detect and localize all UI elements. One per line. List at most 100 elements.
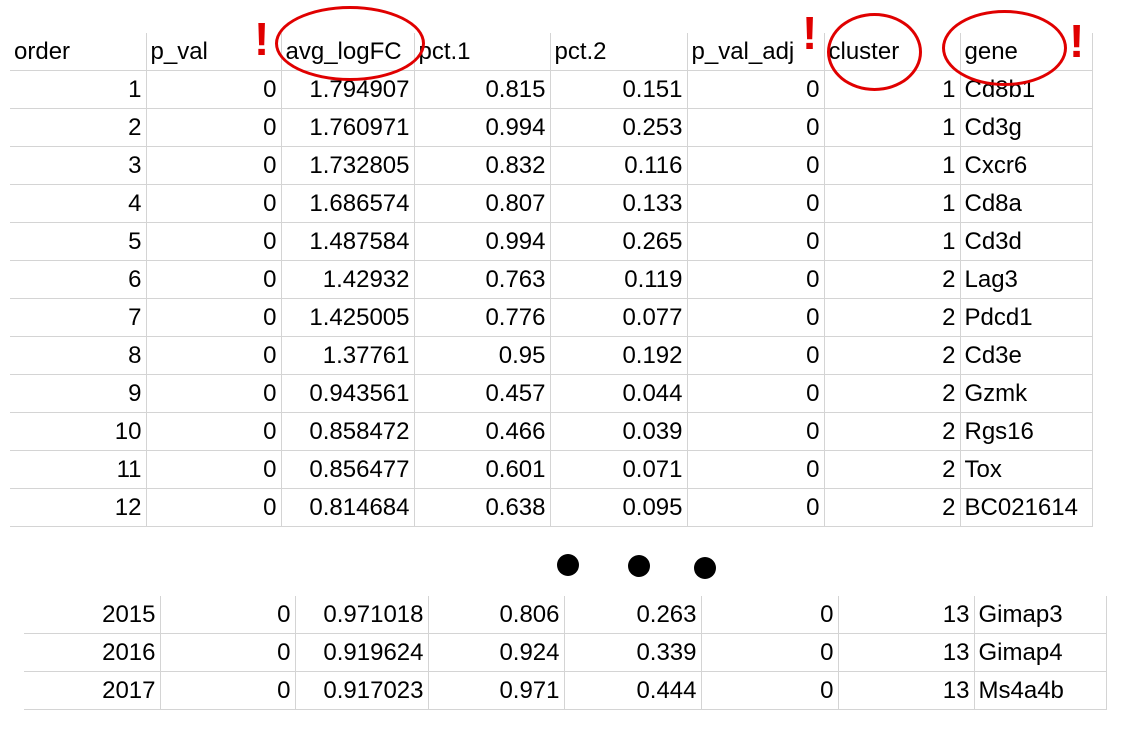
cell-order[interactable]: 4 (10, 184, 147, 223)
cell-p-val[interactable]: 0 (146, 488, 282, 527)
cell-cluster[interactable]: 2 (824, 298, 961, 337)
cell-pct-2[interactable]: 0.116 (550, 146, 688, 185)
cell-p-val[interactable]: 0 (146, 70, 282, 109)
cell-gene[interactable]: Gimap3 (974, 596, 1107, 634)
cell-p-val[interactable]: 0 (160, 671, 296, 710)
cell-avg-logfc[interactable]: 1.42932 (281, 260, 415, 299)
cell-order[interactable]: 2017 (24, 671, 161, 710)
cell-cluster[interactable]: 13 (838, 596, 975, 634)
cell-pct-2[interactable]: 0.339 (564, 633, 702, 672)
cell-cluster[interactable]: 2 (824, 412, 961, 451)
cell-p-val[interactable]: 0 (146, 412, 282, 451)
cell-pct-2[interactable]: 0.077 (550, 298, 688, 337)
cell-p-val-adj[interactable]: 0 (687, 108, 825, 147)
cell-order[interactable]: 1 (10, 70, 147, 109)
cell-gene[interactable]: Rgs16 (960, 412, 1093, 451)
cell-pct-2[interactable]: 0.192 (550, 336, 688, 375)
cell-cluster[interactable]: 2 (824, 260, 961, 299)
cell-p-val[interactable]: 0 (146, 336, 282, 375)
cell-p-val[interactable]: 0 (160, 633, 296, 672)
cell-gene[interactable]: BC021614 (960, 488, 1093, 527)
cell-avg-logfc[interactable]: 0.917023 (295, 671, 429, 710)
cell-cluster[interactable]: 13 (838, 633, 975, 672)
cell-p-val[interactable]: 0 (160, 596, 296, 634)
cell-p-val-adj[interactable]: 0 (701, 633, 839, 672)
cell-p-val-adj[interactable]: 0 (687, 374, 825, 413)
cell-p-val-adj[interactable]: 0 (687, 336, 825, 375)
column-header-p-val-adj[interactable]: p_val_adj (687, 33, 825, 71)
cell-p-val[interactable]: 0 (146, 146, 282, 185)
cell-avg-logfc[interactable]: 0.814684 (281, 488, 415, 527)
cell-pct-1[interactable]: 0.815 (414, 70, 551, 109)
cell-pct-2[interactable]: 0.095 (550, 488, 688, 527)
cell-pct-1[interactable]: 0.832 (414, 146, 551, 185)
cell-avg-logfc[interactable]: 1.732805 (281, 146, 415, 185)
cell-p-val[interactable]: 0 (146, 450, 282, 489)
cell-avg-logfc[interactable]: 0.919624 (295, 633, 429, 672)
cell-gene[interactable]: Tox (960, 450, 1093, 489)
cell-p-val-adj[interactable]: 0 (701, 596, 839, 634)
cell-avg-logfc[interactable]: 1.760971 (281, 108, 415, 147)
cell-p-val[interactable]: 0 (146, 374, 282, 413)
cell-gene[interactable]: Pdcd1 (960, 298, 1093, 337)
cell-p-val-adj[interactable]: 0 (687, 146, 825, 185)
cell-avg-logfc[interactable]: 1.425005 (281, 298, 415, 337)
cell-pct-1[interactable]: 0.994 (414, 108, 551, 147)
cell-p-val[interactable]: 0 (146, 108, 282, 147)
cell-pct-1[interactable]: 0.994 (414, 222, 551, 261)
cell-cluster[interactable]: 2 (824, 488, 961, 527)
cell-order[interactable]: 7 (10, 298, 147, 337)
cell-cluster[interactable]: 1 (824, 146, 961, 185)
cell-cluster[interactable]: 2 (824, 450, 961, 489)
cell-avg-logfc[interactable]: 1.794907 (281, 70, 415, 109)
cell-pct-1[interactable]: 0.924 (428, 633, 565, 672)
cell-gene[interactable]: Cd8a (960, 184, 1093, 223)
cell-avg-logfc[interactable]: 0.858472 (281, 412, 415, 451)
cell-pct-2[interactable]: 0.071 (550, 450, 688, 489)
cell-order[interactable]: 2015 (24, 596, 161, 634)
cell-pct-2[interactable]: 0.265 (550, 222, 688, 261)
cell-cluster[interactable]: 2 (824, 374, 961, 413)
cell-pct-1[interactable]: 0.95 (414, 336, 551, 375)
cell-order[interactable]: 2016 (24, 633, 161, 672)
cell-avg-logfc[interactable]: 1.37761 (281, 336, 415, 375)
column-header-p-val[interactable]: p_val (146, 33, 282, 71)
cell-pct-2[interactable]: 0.133 (550, 184, 688, 223)
cell-avg-logfc[interactable]: 0.971018 (295, 596, 429, 634)
cell-p-val[interactable]: 0 (146, 260, 282, 299)
cell-gene[interactable]: Cd3g (960, 108, 1093, 147)
cell-order[interactable]: 2 (10, 108, 147, 147)
cell-gene[interactable]: Gimap4 (974, 633, 1107, 672)
cell-pct-2[interactable]: 0.119 (550, 260, 688, 299)
cell-avg-logfc[interactable]: 1.686574 (281, 184, 415, 223)
cell-pct-1[interactable]: 0.457 (414, 374, 551, 413)
cell-avg-logfc[interactable]: 0.856477 (281, 450, 415, 489)
cell-pct-2[interactable]: 0.263 (564, 596, 702, 634)
cell-order[interactable]: 10 (10, 412, 147, 451)
cell-p-val-adj[interactable]: 0 (687, 184, 825, 223)
cell-p-val-adj[interactable]: 0 (687, 222, 825, 261)
cell-gene[interactable]: Cxcr6 (960, 146, 1093, 185)
cell-cluster[interactable]: 1 (824, 184, 961, 223)
cell-p-val-adj[interactable]: 0 (687, 298, 825, 337)
cell-p-val-adj[interactable]: 0 (687, 260, 825, 299)
cell-gene[interactable]: Cd3d (960, 222, 1093, 261)
cell-pct-1[interactable]: 0.971 (428, 671, 565, 710)
cell-avg-logfc[interactable]: 0.943561 (281, 374, 415, 413)
cell-pct-1[interactable]: 0.776 (414, 298, 551, 337)
cell-pct-1[interactable]: 0.807 (414, 184, 551, 223)
cell-pct-2[interactable]: 0.039 (550, 412, 688, 451)
column-header-pct-2[interactable]: pct.2 (550, 33, 688, 71)
cell-order[interactable]: 12 (10, 488, 147, 527)
cell-gene[interactable]: Lag3 (960, 260, 1093, 299)
column-header-order[interactable]: order (10, 33, 147, 71)
cell-order[interactable]: 6 (10, 260, 147, 299)
cell-avg-logfc[interactable]: 1.487584 (281, 222, 415, 261)
cell-pct-1[interactable]: 0.806 (428, 596, 565, 634)
cell-p-val-adj[interactable]: 0 (701, 671, 839, 710)
cell-order[interactable]: 11 (10, 450, 147, 489)
cell-order[interactable]: 5 (10, 222, 147, 261)
cell-p-val-adj[interactable]: 0 (687, 488, 825, 527)
cell-p-val-adj[interactable]: 0 (687, 412, 825, 451)
cell-pct-2[interactable]: 0.444 (564, 671, 702, 710)
